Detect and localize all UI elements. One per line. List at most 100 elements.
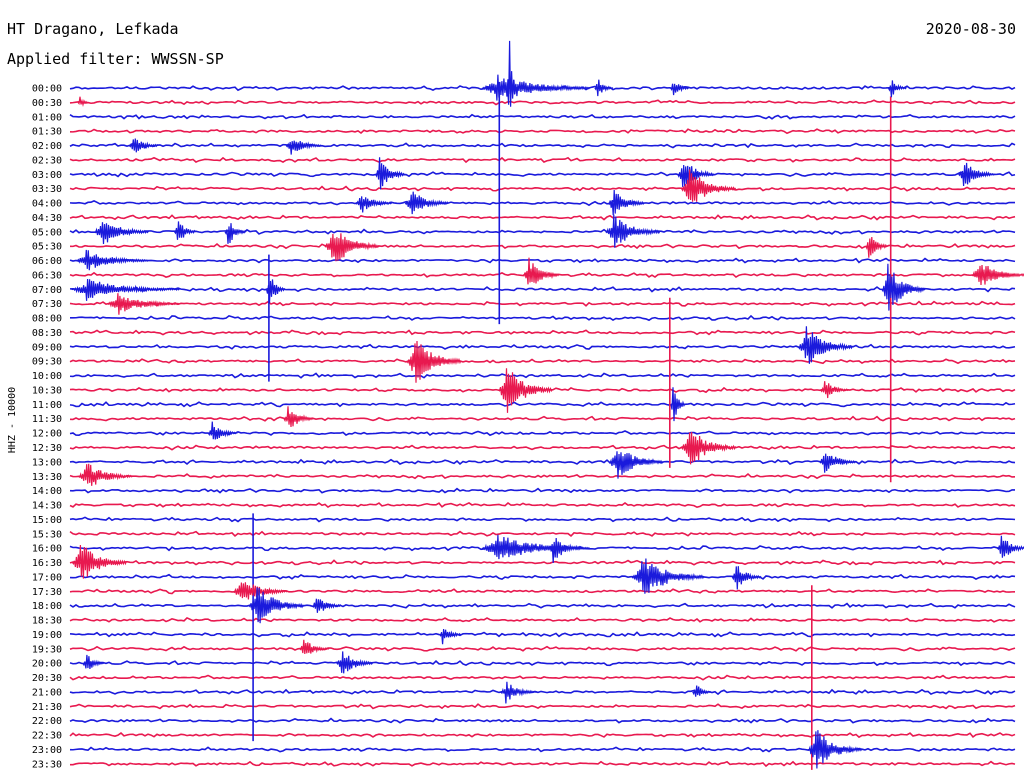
- event-burst: [76, 249, 149, 271]
- event-burst: [71, 545, 127, 579]
- event-burst: [670, 83, 690, 96]
- event-burst: [207, 421, 238, 440]
- event-burst: [324, 233, 380, 262]
- row-label: 22:30: [32, 731, 62, 742]
- event-burst: [404, 191, 449, 215]
- spike-lines: [252, 82, 892, 770]
- trace-line: [69, 703, 1016, 710]
- y-axis-label: HHZ - 10000: [7, 387, 18, 453]
- trace-line: [69, 617, 1016, 623]
- row-label: 19:00: [32, 630, 62, 641]
- trace-line: [69, 128, 1016, 135]
- event-burst: [958, 162, 995, 187]
- trace-line: [69, 501, 1016, 509]
- row-label: 11:30: [32, 414, 62, 425]
- trace-line: [69, 171, 1016, 178]
- trace-line: [69, 99, 1016, 106]
- row-label: 00:00: [32, 84, 62, 95]
- event-burst: [498, 368, 553, 413]
- event-burst: [607, 189, 645, 216]
- row-label: 02:00: [32, 141, 62, 152]
- event-burst: [107, 293, 181, 315]
- event-burst: [94, 222, 149, 245]
- row-label: 04:30: [32, 213, 62, 224]
- event-burst: [522, 257, 560, 285]
- event-burst: [971, 265, 1024, 285]
- trace-line: [69, 717, 1016, 724]
- row-label: 04:00: [32, 199, 62, 210]
- event-burst: [681, 431, 737, 465]
- row-label: 12:00: [32, 429, 62, 440]
- trace-line: [69, 142, 1016, 149]
- trace-line: [69, 401, 1016, 408]
- trace-line: [69, 343, 1016, 350]
- trace-line: [69, 660, 1016, 667]
- event-burst: [299, 639, 330, 654]
- event-burst: [233, 582, 288, 600]
- event-burst: [439, 628, 462, 645]
- trace-line: [69, 732, 1016, 739]
- trace-line: [69, 214, 1016, 221]
- row-label: 13:00: [32, 457, 62, 468]
- trace-line: [69, 746, 1016, 753]
- row-label: 22:00: [32, 716, 62, 727]
- event-burst: [797, 326, 853, 364]
- row-label: 18:30: [32, 616, 62, 627]
- trace-line: [69, 314, 1016, 322]
- trace-line: [69, 559, 1016, 566]
- event-burst: [608, 451, 664, 479]
- row-label: 20:30: [32, 673, 62, 684]
- event-burst: [865, 236, 888, 258]
- event-burst: [731, 566, 762, 590]
- trace-line: [69, 372, 1016, 379]
- event-burst: [285, 140, 323, 155]
- row-label: 06:00: [32, 256, 62, 267]
- event-burst: [819, 453, 857, 473]
- event-burst: [594, 79, 614, 97]
- row-label: 02:30: [32, 155, 62, 166]
- trace-line: [69, 358, 1016, 365]
- trace-line: [69, 228, 1016, 235]
- event-burst: [481, 74, 591, 101]
- date-label: 2020-08-30: [925, 20, 1016, 38]
- trace-line: [69, 645, 1016, 652]
- event-burst: [500, 681, 538, 704]
- row-label: 01:30: [32, 127, 62, 138]
- trace-line: [69, 257, 1016, 264]
- row-label: 10:00: [32, 371, 62, 382]
- event-burst: [670, 387, 686, 422]
- event-burst: [807, 730, 863, 769]
- event-bursts: [71, 40, 1024, 769]
- event-burst: [681, 169, 737, 202]
- event-burst: [887, 80, 907, 98]
- event-burst: [547, 538, 585, 563]
- event-burst: [174, 221, 196, 240]
- row-label: 21:00: [32, 687, 62, 698]
- trace-line: [69, 516, 1016, 523]
- event-burst: [77, 96, 89, 108]
- row-label: 01:00: [32, 112, 62, 123]
- row-label: 18:00: [32, 601, 62, 612]
- row-label: 10:30: [32, 385, 62, 396]
- row-label: 14:00: [32, 486, 62, 497]
- event-burst: [881, 263, 926, 311]
- row-label: 09:00: [32, 342, 62, 353]
- event-burst: [248, 587, 304, 624]
- trace-line: [69, 760, 1016, 768]
- event-burst: [996, 535, 1024, 558]
- row-label: 20:00: [32, 659, 62, 670]
- row-label: 03:30: [32, 184, 62, 195]
- row-label: 07:30: [32, 299, 62, 310]
- trace-line: [69, 329, 1016, 336]
- trace-line: [69, 688, 1016, 696]
- row-label: 16:00: [32, 544, 62, 555]
- event-burst: [311, 598, 342, 613]
- event-burst: [631, 558, 705, 594]
- event-burst: [375, 157, 406, 190]
- trace-line: [69, 185, 1016, 192]
- event-burst: [677, 164, 715, 188]
- row-label: 23:00: [32, 745, 62, 756]
- row-label: 05:00: [32, 227, 62, 238]
- filter-label: Applied filter: WWSSN-SP: [7, 50, 224, 68]
